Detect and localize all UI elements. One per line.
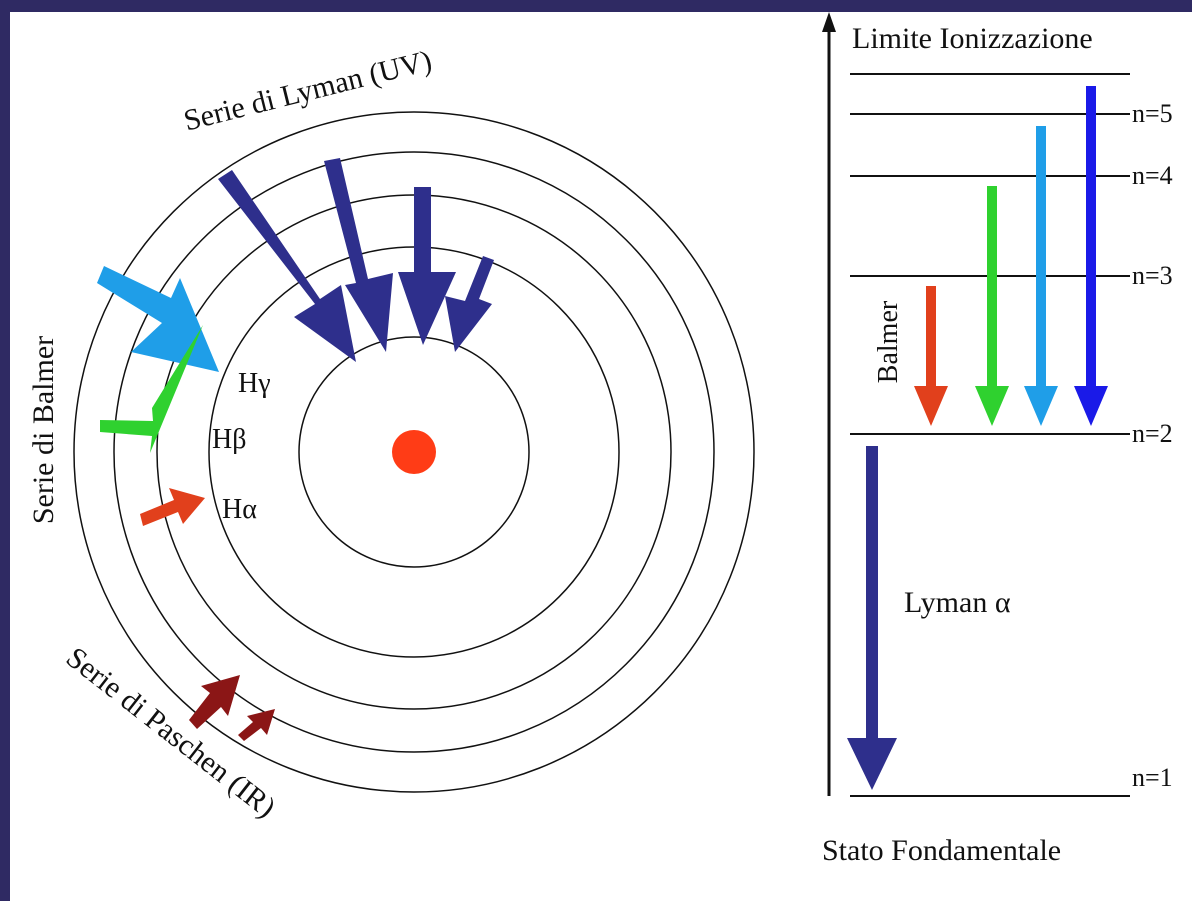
atom-model: Hγ Hβ Hα Serie di Lyman (UV) Serie di Ba… [27,44,755,824]
orbit-n4 [113,151,715,753]
balmer-label: Balmer [873,300,904,383]
balmer-alpha-arrow [914,286,948,426]
lyman-alpha-label: Lyman α [904,586,1011,619]
level-label-n5: n=5 [1132,99,1173,128]
orbit-n1 [298,336,530,568]
paschen-arrow-1 [189,675,240,729]
h-alpha-arrow [140,488,205,526]
lyman-arrow-3 [398,187,456,345]
lyman-arrow-2 [324,158,393,352]
balmer-beta-arrow [975,186,1009,426]
energy-level-diagram: n=5 n=4 n=3 n=2 n=1 Limite Ionizzazione … [822,12,1173,867]
energy-axis-arrowhead [822,12,836,32]
h-gamma-arrow [97,266,219,372]
lyman-arrows [218,158,494,362]
balmer-delta-arrow [1074,86,1108,426]
balmer-gamma-arrow [1024,126,1058,426]
h-beta-arrow [100,325,203,453]
lyman-series-label: Serie di Lyman (UV) [180,44,435,137]
ground-state-label: Stato Fondamentale [822,834,1061,867]
lyman-alpha-arrow [847,446,897,790]
nucleus [392,430,436,474]
level-label-n3: n=3 [1132,261,1173,290]
level-label-n1: n=1 [1132,763,1173,792]
h-alpha-label: Hα [222,494,257,525]
lyman-arrow-1 [218,170,356,362]
lyman-arrow-4 [445,256,494,352]
paschen-arrow-2 [238,709,275,741]
diagram-panel [10,12,1192,901]
level-label-n4: n=4 [1132,161,1173,190]
h-gamma-label: Hγ [238,368,271,399]
level-label-n2: n=2 [1132,419,1173,448]
ionization-limit-label: Limite Ionizzazione [852,22,1093,55]
balmer-series-label: Serie di Balmer [27,336,60,524]
orbit-n5 [73,111,755,793]
h-beta-label: Hβ [212,424,246,455]
